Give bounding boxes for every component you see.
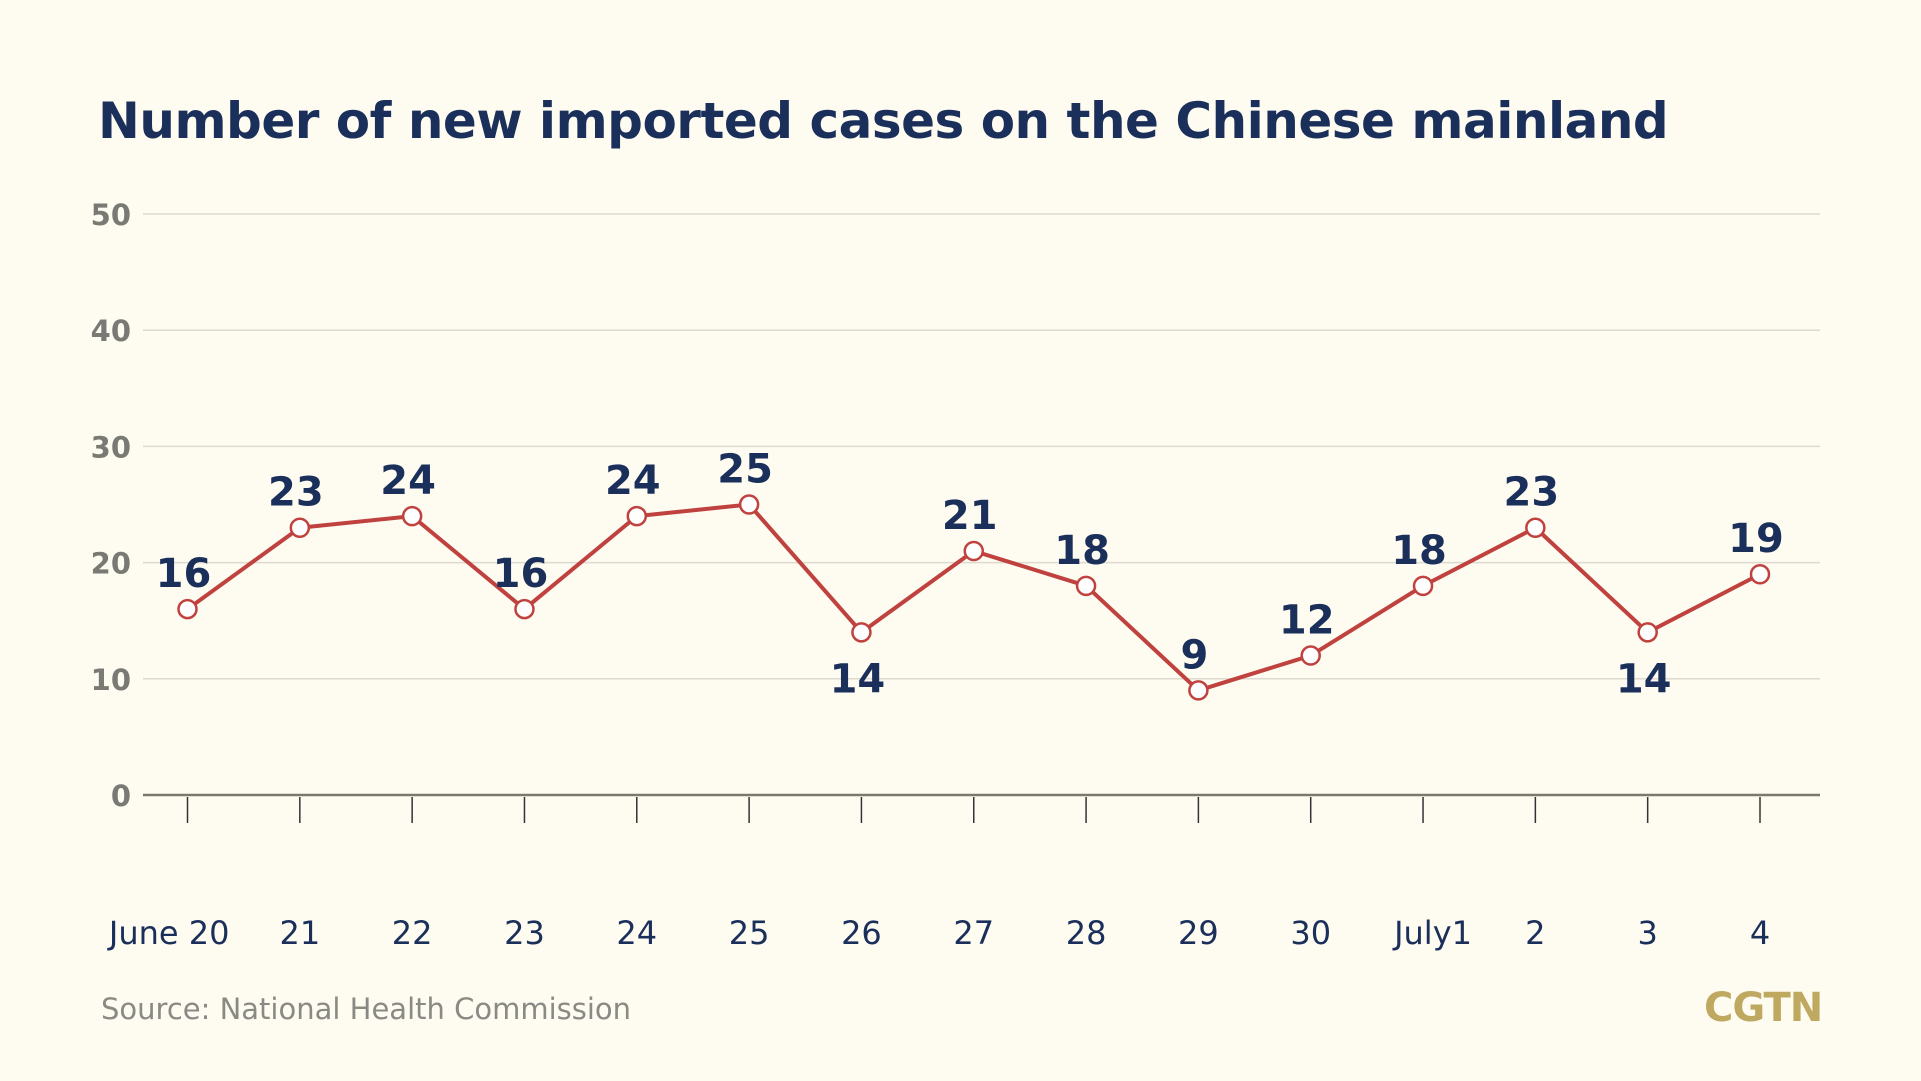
data-label: 14 [1616, 656, 1672, 702]
y-tick-label: 10 [91, 663, 131, 697]
data-label: 23 [268, 470, 324, 516]
x-tick-label: July1 [1392, 914, 1472, 952]
data-point [963, 540, 984, 562]
data-label: 24 [605, 458, 661, 504]
y-tick-label: 0 [111, 779, 131, 813]
x-tick-label: 24 [616, 914, 657, 952]
data-label: 12 [1279, 598, 1335, 644]
data-point [1412, 575, 1434, 597]
y-tick-label: 30 [91, 430, 131, 464]
x-tick-label: 22 [392, 914, 433, 952]
x-tick-label: June 20 [107, 914, 230, 952]
data-label: 9 [1180, 632, 1208, 678]
data-point [514, 598, 535, 620]
data-point [289, 517, 311, 538]
data-point [401, 505, 423, 527]
data-label: 16 [493, 551, 549, 597]
x-tick-label: 2 [1525, 914, 1545, 952]
x-tick-label: 23 [504, 914, 545, 952]
x-tick-label: 25 [729, 914, 770, 952]
data-label: 24 [380, 458, 436, 504]
y-tick-label: 50 [91, 198, 131, 232]
cgtn-logo: CGTN [1704, 985, 1823, 1031]
x-tick-label: 29 [1178, 914, 1219, 952]
y-tick-label: 40 [91, 314, 131, 348]
x-tick-label: 28 [1066, 914, 1107, 952]
data-label: 21 [942, 493, 998, 539]
x-tick-label: 27 [953, 914, 994, 952]
data-point [1525, 517, 1546, 538]
data-label: 25 [717, 447, 773, 493]
data-label: 19 [1728, 516, 1784, 562]
data-label: 16 [156, 551, 212, 597]
chart-title: Number of new imported cases on the Chin… [98, 92, 1669, 150]
data-point [1075, 575, 1097, 597]
data-point [177, 598, 198, 620]
y-tick-label: 20 [91, 547, 131, 581]
x-tick-label: 3 [1637, 914, 1657, 952]
x-tick-label: 4 [1750, 914, 1770, 952]
data-point [1749, 563, 1771, 585]
x-tick-label: 26 [841, 914, 882, 952]
data-point [626, 505, 648, 527]
data-point [738, 494, 760, 515]
data-point [851, 622, 872, 643]
data-point [1188, 680, 1209, 701]
data-label: 18 [1391, 528, 1447, 574]
source-note: Source: National Health Commission [101, 992, 632, 1026]
data-point [1637, 622, 1658, 643]
x-tick-label: 30 [1290, 914, 1331, 952]
data-label: 18 [1054, 528, 1110, 574]
data-label: 23 [1504, 470, 1560, 516]
data-label: 14 [830, 656, 886, 702]
x-tick-label: 21 [279, 914, 320, 952]
data-point [1300, 645, 1321, 666]
